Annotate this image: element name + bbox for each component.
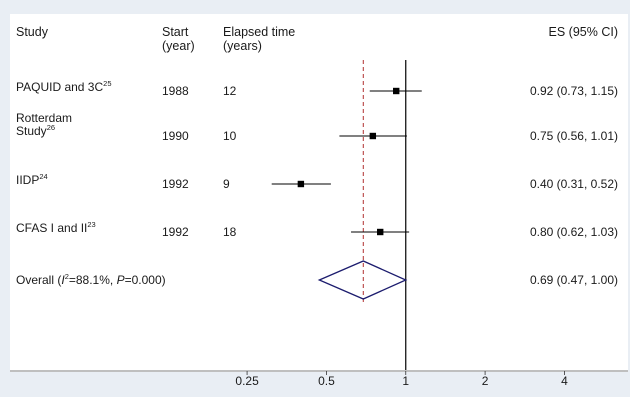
study-name: Study26 — [16, 123, 55, 138]
study-start-year: 1990 — [162, 129, 189, 143]
study-name: IIDP24 — [16, 172, 48, 187]
x-tick-label: 0.5 — [318, 374, 335, 388]
study-point-estimate — [377, 228, 384, 236]
study-elapsed-years: 12 — [223, 84, 237, 98]
overall-label: Overall (I2=88.1%, P=0.000) — [16, 272, 166, 287]
header-elapsed-line2: (years) — [223, 39, 262, 53]
x-tick-label: 0.25 — [235, 374, 259, 388]
overall-es-ci: 0.69 (0.47, 1.00) — [530, 273, 618, 287]
x-axis: 0.25 0.5 1 2 4 — [10, 370, 628, 388]
header-es-ci: ES (95% CI) — [549, 25, 618, 39]
x-tick-label: 2 — [482, 374, 489, 388]
study-es-ci: 0.40 (0.31, 0.52) — [530, 177, 618, 191]
study-start-year: 1992 — [162, 225, 189, 239]
study-start-year: 1988 — [162, 84, 189, 98]
study-point-estimate — [297, 180, 305, 188]
study-elapsed-years: 18 — [223, 225, 237, 239]
study-name: Rotterdam — [16, 111, 72, 125]
plot-marks — [271, 60, 422, 370]
header-start-line1: Start — [162, 25, 189, 39]
study-elapsed-years: 10 — [223, 129, 237, 143]
x-tick-label: 1 — [402, 374, 409, 388]
x-tick-label: 4 — [561, 374, 568, 388]
study-es-ci: 0.80 (0.62, 1.03) — [530, 225, 618, 239]
study-name: PAQUID and 3C25 — [16, 79, 112, 94]
study-rows: PAQUID and 3C25 1988 12 0.92 (0.73, 1.15) Ro… — [16, 79, 618, 239]
header-elapsed-line1: Elapsed time — [223, 25, 295, 39]
study-point-estimate — [393, 87, 400, 95]
forest-plot-panel: Study Start (year) Elapsed time (years) … — [10, 14, 628, 388]
study-name: CFAS I and II23 — [16, 220, 96, 235]
header-study: Study — [16, 25, 49, 39]
study-point-estimate — [369, 132, 377, 140]
study-start-year: 1992 — [162, 177, 189, 191]
study-es-ci: 0.75 (0.56, 1.01) — [530, 129, 618, 143]
forest-plot: Study Start (year) Elapsed time (years) … — [10, 25, 628, 388]
study-es-ci: 0.92 (0.73, 1.15) — [530, 84, 618, 98]
study-elapsed-years: 9 — [223, 177, 230, 191]
overall-diamond — [317, 260, 408, 300]
header-start-line2: (year) — [162, 39, 195, 53]
